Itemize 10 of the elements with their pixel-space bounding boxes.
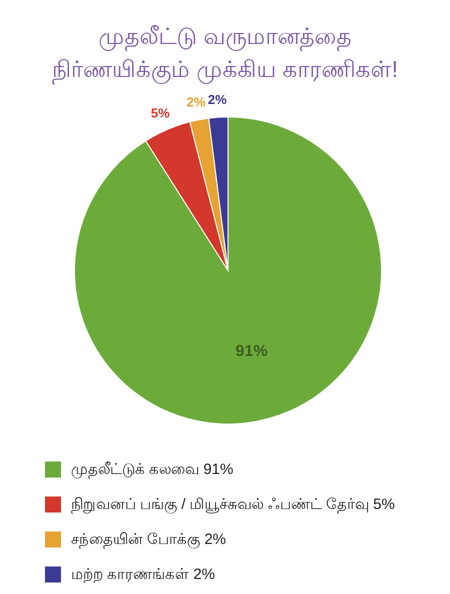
chart-title: முதலீட்டு வருமானத்தை நிர்ணயிக்கும் முக்கிய காரணிகள்! — [52, 23, 398, 85]
data-label: 2% — [208, 92, 228, 107]
pie-slice — [74, 116, 382, 424]
legend-label: முதலீட்டுக் கலவை 91% — [71, 461, 234, 478]
legend-label: நிறுவனப் பங்கு / மியூச்சுவல் ஃபண்ட் தேர்வு 5% — [71, 496, 395, 514]
legend-label: சந்தையின் போக்கு 2% — [71, 531, 226, 549]
data-label: 5% — [150, 105, 170, 120]
data-label: 2% — [186, 94, 206, 110]
data-label: 91% — [236, 342, 268, 360]
legend-label: மற்ற காரணங்கள் 2% — [71, 566, 216, 583]
